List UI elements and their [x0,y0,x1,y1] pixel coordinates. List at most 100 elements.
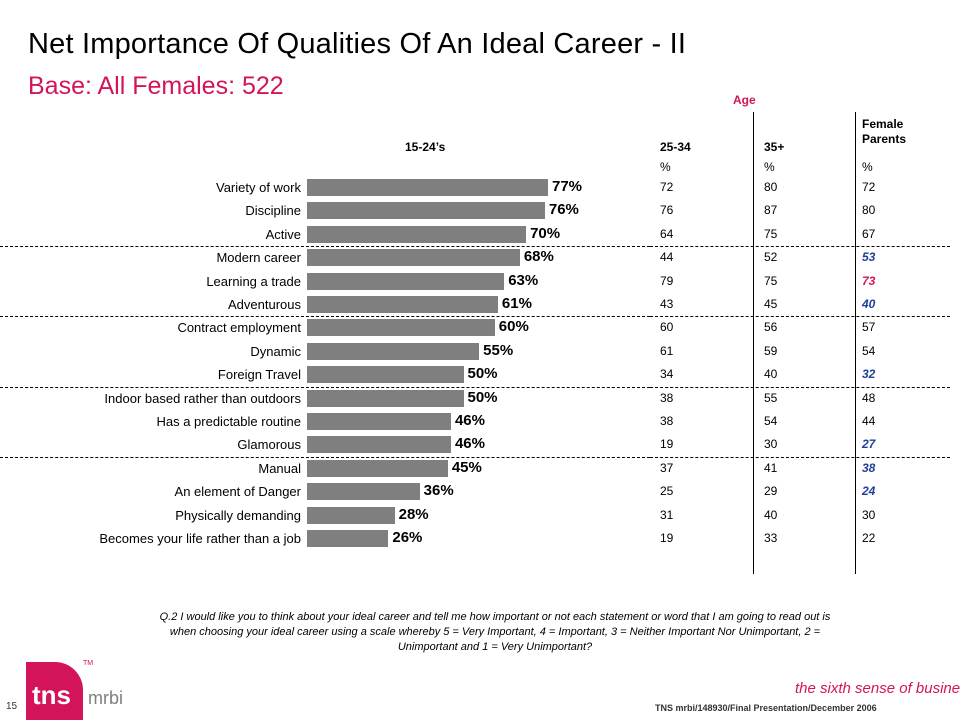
col3-pct: % [862,160,873,174]
table-cell-25-34: 19 [660,531,674,545]
col2-pct: % [764,160,775,174]
table-cell-25-34: 31 [660,507,674,522]
group-separator [0,386,650,388]
table-cell-35-plus: 75 [764,273,778,288]
table-cell-35-plus: 54 [764,414,778,428]
col1-header: 25-34 [660,140,691,154]
bar [307,436,451,454]
bar-value-label: 50% [467,388,498,406]
table-cell-female-parents: 67 [862,226,876,241]
bar [307,319,495,337]
page-title: Net Importance Of Qualities Of An Ideal … [28,28,687,60]
group-separator [650,456,950,458]
table-cell-35-plus: 40 [764,367,778,382]
category-label: Learning a trade [206,273,301,289]
table-cell-female-parents: 54 [862,343,876,358]
logo-trademark: TM [83,660,94,667]
table-cell-female-parents: 48 [862,390,876,405]
table-cell-female-parents: 27 [862,437,876,452]
bar-column-header: 15-24’s [405,140,446,154]
bar [307,272,505,290]
table-cell-35-plus: 59 [764,343,778,358]
bar [307,389,464,407]
bar [307,413,451,430]
group-separator [650,246,950,248]
bar [307,483,420,501]
table-cell-female-parents: 24 [862,484,876,499]
table-cell-female-parents: 80 [862,203,876,218]
col3-header-line2: Parents [862,132,907,146]
bar-value-label: 36% [423,482,454,500]
bar-value-label: 55% [483,341,514,359]
question-footnote: Q.2 I would like you to think about your… [159,611,831,653]
category-label: Variety of work [215,180,301,195]
table-cell-female-parents: 72 [862,180,876,194]
bar-value-label: 63% [508,271,539,289]
bar [307,225,527,243]
bar-value-label: 26% [392,529,423,546]
mrbi-logo-text: mrbi [88,688,123,708]
presentation-reference: TNS mrbi/148930/Final Presentation/Decem… [655,703,877,713]
bar [307,459,448,477]
bar [307,179,548,196]
category-label: Becomes your life rather than a job [99,531,301,546]
category-label: An element of Danger [174,484,301,500]
table-cell-35-plus: 80 [764,180,778,194]
table-divider-right [855,112,856,574]
table-cell-female-parents: 73 [862,273,876,288]
bar-value-label: 70% [530,224,561,242]
tagline-text: the sixth sense of business [795,680,960,697]
group-separator [0,456,650,458]
table-cell-25-34: 38 [660,414,674,428]
table-cell-25-34: 19 [660,437,674,452]
table-cell-25-34: 25 [660,484,674,499]
table-cell-25-34: 79 [660,273,674,288]
category-label: Manual [258,460,301,476]
bar-value-label: 46% [454,435,485,453]
col1-pct: % [660,160,671,174]
table-cell-25-34: 34 [660,367,674,382]
col2-header: 35+ [764,140,785,154]
table-cell-female-parents: 38 [862,460,876,475]
category-label: Dynamic [250,343,301,359]
category-label: Modern career [216,250,301,266]
bar-value-label: 28% [398,505,429,523]
table-cell-female-parents: 40 [862,297,876,311]
table-cell-35-plus: 87 [764,203,778,218]
bar-value-label: 45% [451,458,482,476]
table-cell-35-plus: 52 [764,250,778,265]
bar [307,366,464,384]
table-cell-25-34: 44 [660,250,674,265]
bar-value-label: 61% [501,295,532,312]
category-label: Discipline [245,203,301,219]
category-label: Indoor based rather than outdoors [104,390,301,406]
category-label: Foreign Travel [217,367,301,383]
table-cell-25-34: 43 [660,297,674,311]
tns-logo-block [26,662,83,720]
table-cell-35-plus: 29 [764,484,778,499]
page-subtitle: Base: All Females: 522 [28,72,284,100]
table-cell-female-parents: 22 [862,531,876,545]
group-separator [0,246,650,248]
category-label: Glamorous [237,437,301,453]
category-label: Has a predictable routine [156,414,301,429]
group-separator [650,386,950,388]
table-cell-25-34: 61 [660,343,674,358]
table-cell-35-plus: 45 [764,297,778,311]
table-cell-35-plus: 75 [764,226,778,241]
col3-header-line1: Female [862,117,904,131]
bar [307,506,395,524]
table-cell-female-parents: 32 [862,367,876,382]
table-divider-left [753,112,754,574]
slide-number: 15 [6,701,18,712]
table-cell-female-parents: 57 [862,320,876,335]
table-cell-35-plus: 30 [764,437,778,452]
group-separator [0,316,650,318]
category-label: Adventurous [228,297,301,312]
bar-value-label: 68% [523,248,554,266]
age-header: Age [733,93,756,107]
table-cell-35-plus: 55 [764,390,778,405]
bar [307,296,498,313]
table-cell-25-34: 64 [660,226,674,241]
bar [307,202,545,220]
